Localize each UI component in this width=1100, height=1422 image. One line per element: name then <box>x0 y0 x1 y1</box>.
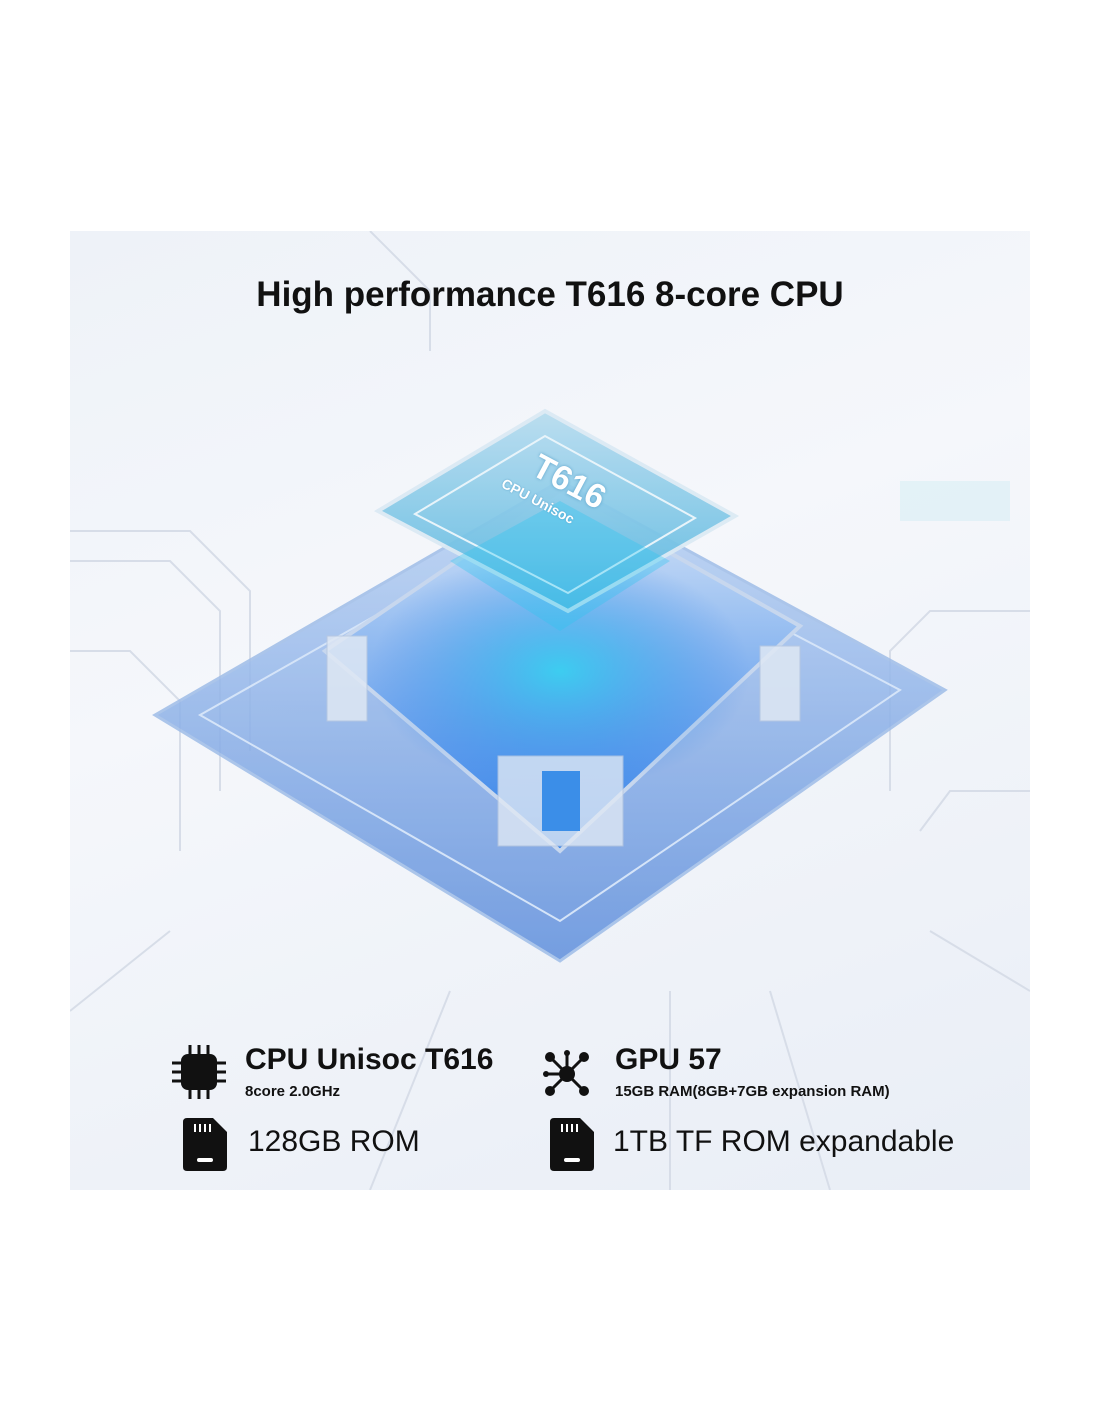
product-banner: High performance T616 8-core CPU T616 CP… <box>70 231 1030 1190</box>
rom-feature-text: 128GB ROM <box>248 1125 420 1158</box>
decor-panel <box>900 481 1010 521</box>
page-title: High performance T616 8-core CPU <box>256 275 844 314</box>
cpu-feature-subtitle: 8core 2.0GHz <box>245 1083 341 1100</box>
gpu-feature-subtitle: 15GB RAM(8GB+7GB expansion RAM) <box>615 1083 890 1100</box>
cpu-illustration <box>70 231 1030 1190</box>
gpu-network-icon <box>543 1050 589 1096</box>
sd-card-icon <box>550 1118 594 1171</box>
circuit-lines <box>70 231 1030 1190</box>
cpu-chip-icon <box>172 1045 226 1099</box>
sd-card-icon <box>183 1118 227 1171</box>
gpu-feature-title: GPU 57 <box>615 1043 722 1076</box>
tf-feature-text: 1TB TF ROM expandable <box>613 1125 955 1158</box>
chip-top-die <box>373 408 740 614</box>
cpu-feature-title: CPU Unisoc T616 <box>245 1043 494 1076</box>
